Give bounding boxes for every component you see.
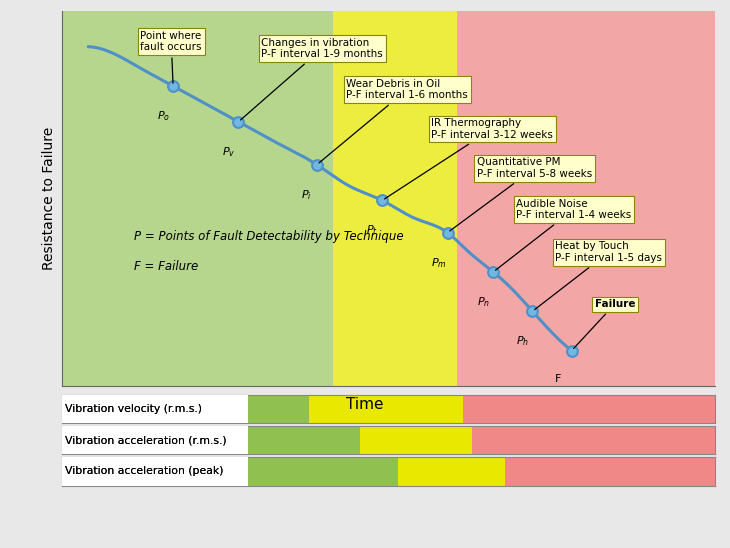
Point (377, 196, 388, 205)
Bar (457, 11, 715, 386)
Text: Audible Noise
P-F interval 1-4 weeks: Audible Noise P-F interval 1-4 weeks (496, 198, 631, 270)
Text: Vibration acceleration (peak): Vibration acceleration (peak) (65, 466, 224, 476)
Bar (463, 395, 715, 423)
Point (311, 161, 323, 169)
Text: $P_{t}$: $P_{t}$ (366, 224, 378, 237)
Text: $P_{v}$: $P_{v}$ (222, 145, 236, 159)
Text: $P_{n}$: $P_{n}$ (477, 295, 490, 309)
Text: Time: Time (346, 397, 384, 412)
Bar (309, 395, 463, 423)
Text: Heat by Touch
P-F interval 1-5 days: Heat by Touch P-F interval 1-5 days (534, 242, 662, 310)
Text: $P_{o}$: $P_{o}$ (157, 109, 170, 123)
Text: Vibration velocity (r.m.s.): Vibration velocity (r.m.s.) (65, 404, 202, 414)
Bar (62, 395, 248, 423)
Text: $P_{m}$: $P_{m}$ (431, 256, 447, 270)
Bar (248, 395, 309, 423)
Point (526, 307, 538, 316)
Text: $P_{i}$: $P_{i}$ (301, 188, 311, 202)
Bar (472, 426, 715, 454)
Text: Wear Debris in Oil
P-F interval 1-6 months: Wear Debris in Oil P-F interval 1-6 mont… (319, 79, 468, 163)
Y-axis label: Resistance to Failure: Resistance to Failure (42, 127, 56, 270)
Bar (62, 457, 248, 486)
Text: Quantitative PM
P-F interval 5-8 weeks: Quantitative PM P-F interval 5-8 weeks (450, 157, 592, 231)
Point (488, 267, 499, 276)
Text: Vibration acceleration (r.m.s.): Vibration acceleration (r.m.s.) (65, 435, 227, 445)
Bar (62, 11, 333, 386)
Point (233, 117, 245, 126)
Text: Vibration velocity (r.m.s.): Vibration velocity (r.m.s.) (65, 404, 202, 414)
Text: P = Points of Fault Detectability by Technique: P = Points of Fault Detectability by Tec… (134, 230, 404, 243)
Text: F = Failure: F = Failure (134, 260, 198, 273)
Point (442, 228, 453, 237)
Text: Vibration acceleration (peak): Vibration acceleration (peak) (65, 466, 224, 476)
Bar (505, 457, 715, 486)
Point (566, 346, 577, 355)
Text: Vibration acceleration (r.m.s.): Vibration acceleration (r.m.s.) (65, 435, 227, 445)
Text: F: F (556, 374, 561, 384)
Text: Point where
fault occurs: Point where fault occurs (140, 31, 202, 83)
Text: Changes in vibration
P-F interval 1-9 months: Changes in vibration P-F interval 1-9 mo… (241, 38, 383, 120)
Text: Failure: Failure (574, 299, 635, 349)
Point (167, 82, 179, 90)
Bar (248, 457, 398, 486)
Bar (333, 11, 457, 386)
Bar (361, 426, 472, 454)
Text: IR Thermography
P-F interval 3-12 weeks: IR Thermography P-F interval 3-12 weeks (385, 118, 553, 199)
Bar (248, 426, 361, 454)
Text: $P_{h}$: $P_{h}$ (516, 334, 529, 349)
Bar (398, 457, 505, 486)
Bar (62, 426, 248, 454)
